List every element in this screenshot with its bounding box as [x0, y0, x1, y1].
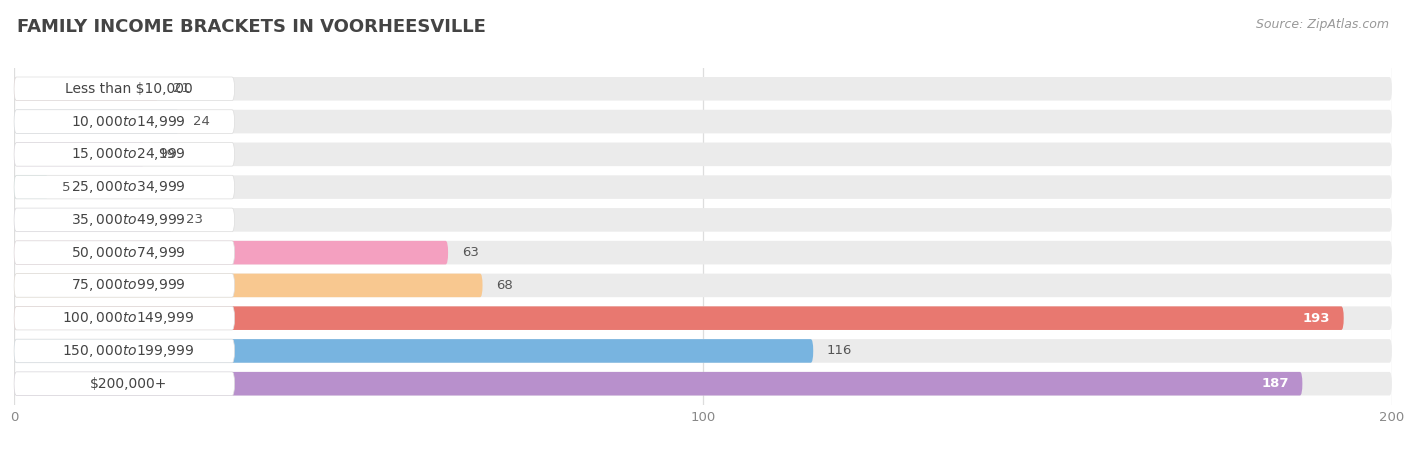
FancyBboxPatch shape [14, 110, 1392, 133]
Text: Source: ZipAtlas.com: Source: ZipAtlas.com [1256, 18, 1389, 31]
FancyBboxPatch shape [14, 274, 1392, 297]
FancyBboxPatch shape [14, 176, 48, 199]
Text: $50,000 to $74,999: $50,000 to $74,999 [72, 245, 186, 261]
FancyBboxPatch shape [14, 241, 449, 265]
Text: $150,000 to $199,999: $150,000 to $199,999 [62, 343, 195, 359]
FancyBboxPatch shape [14, 306, 1344, 330]
FancyBboxPatch shape [14, 176, 1392, 199]
FancyBboxPatch shape [14, 306, 235, 330]
Text: 19: 19 [159, 148, 176, 161]
FancyBboxPatch shape [14, 306, 1392, 330]
FancyBboxPatch shape [14, 372, 235, 396]
Text: 187: 187 [1261, 377, 1289, 390]
FancyBboxPatch shape [14, 143, 235, 166]
Text: $200,000+: $200,000+ [90, 377, 167, 391]
FancyBboxPatch shape [14, 176, 235, 199]
Text: $35,000 to $49,999: $35,000 to $49,999 [72, 212, 186, 228]
FancyBboxPatch shape [14, 208, 1392, 232]
FancyBboxPatch shape [14, 339, 813, 363]
FancyBboxPatch shape [14, 274, 482, 297]
Text: 5: 5 [62, 180, 70, 194]
Text: $15,000 to $24,999: $15,000 to $24,999 [72, 146, 186, 162]
Text: $25,000 to $34,999: $25,000 to $34,999 [72, 179, 186, 195]
FancyBboxPatch shape [14, 274, 235, 297]
FancyBboxPatch shape [14, 110, 235, 133]
FancyBboxPatch shape [14, 143, 145, 166]
Text: Less than $10,000: Less than $10,000 [65, 82, 193, 96]
FancyBboxPatch shape [14, 372, 1302, 396]
Text: 116: 116 [827, 344, 852, 357]
Text: 63: 63 [463, 246, 479, 259]
FancyBboxPatch shape [14, 339, 235, 363]
FancyBboxPatch shape [14, 77, 235, 101]
FancyBboxPatch shape [14, 77, 1392, 101]
FancyBboxPatch shape [14, 339, 1392, 363]
FancyBboxPatch shape [14, 208, 235, 232]
Text: $75,000 to $99,999: $75,000 to $99,999 [72, 277, 186, 293]
Text: 24: 24 [193, 115, 209, 128]
Text: 193: 193 [1302, 312, 1330, 324]
FancyBboxPatch shape [14, 241, 1392, 265]
FancyBboxPatch shape [14, 241, 235, 265]
FancyBboxPatch shape [14, 143, 1392, 166]
Text: $10,000 to $14,999: $10,000 to $14,999 [72, 113, 186, 130]
Text: $100,000 to $149,999: $100,000 to $149,999 [62, 310, 195, 326]
FancyBboxPatch shape [14, 208, 173, 232]
FancyBboxPatch shape [14, 372, 1392, 396]
FancyBboxPatch shape [14, 77, 159, 101]
Text: FAMILY INCOME BRACKETS IN VOORHEESVILLE: FAMILY INCOME BRACKETS IN VOORHEESVILLE [17, 18, 485, 36]
Text: 21: 21 [173, 82, 190, 95]
FancyBboxPatch shape [14, 110, 180, 133]
Text: 68: 68 [496, 279, 513, 292]
Text: 23: 23 [186, 213, 204, 226]
